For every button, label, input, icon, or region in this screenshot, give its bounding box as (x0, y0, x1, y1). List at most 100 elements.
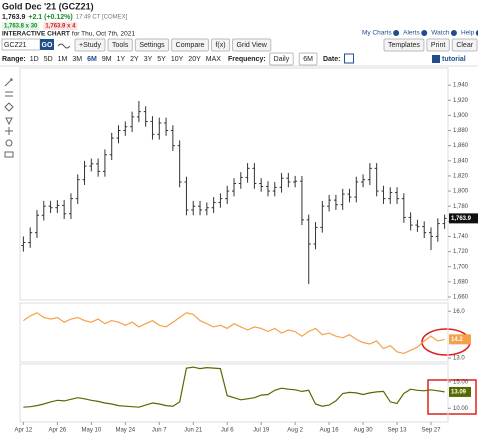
range-option[interactable]: 3M (72, 56, 82, 63)
y-tick-label: 1,700 (453, 264, 469, 270)
toolbar-button[interactable] (74, 38, 106, 52)
nav-icon[interactable] (450, 30, 457, 36)
last-price-box (449, 213, 478, 224)
toolbar-button-label[interactable]: f(x) (215, 42, 225, 49)
tool-icon[interactable] (5, 127, 13, 135)
tool-icon[interactable] (5, 139, 13, 147)
range-option[interactable]: 20Y (188, 56, 201, 63)
toolbar-button[interactable] (171, 38, 209, 52)
x-tick-label: Jul 6 (221, 428, 234, 434)
y-tick-label: 1,920 (453, 98, 469, 104)
y-tick-label: 1,860 (453, 143, 469, 149)
toolbar-button[interactable] (210, 38, 231, 52)
frequency-label: Frequency: (228, 56, 266, 63)
tutorial-icon[interactable] (432, 55, 440, 63)
last-value-box (449, 386, 471, 397)
calendar-button[interactable] (343, 53, 354, 64)
y-tick-label: 1,740 (453, 234, 469, 240)
nav-icon[interactable] (475, 30, 478, 36)
ask-box (43, 22, 78, 30)
range-option[interactable]: 3Y (144, 56, 153, 63)
nav-link[interactable]: Watch (431, 30, 450, 37)
toolbar-button[interactable] (107, 38, 133, 52)
x-tick-label: May 24 (115, 428, 135, 434)
nav-link[interactable]: Alerts (403, 30, 420, 37)
x-tick-label: Jul 19 (253, 428, 270, 434)
panel-frame (19, 363, 449, 423)
bid: 1,763.8 x 30 (4, 24, 38, 30)
chart-type-icon[interactable] (57, 43, 71, 49)
tool-icon[interactable] (4, 102, 14, 112)
date-label: Date: (323, 56, 341, 63)
go-label[interactable]: GO (42, 42, 53, 49)
toolbar-button-label[interactable]: Print (431, 42, 445, 49)
ask: 1,763.9 x 4 (45, 24, 76, 30)
symbol[interactable]: GCZ21 (4, 42, 27, 49)
indicator-line (23, 366, 445, 408)
range-option[interactable]: 1Y (117, 56, 126, 63)
range-option[interactable]: MAX (206, 56, 222, 63)
subtitle-label: INTERACTIVE CHART (2, 31, 70, 38)
y-tick-label: 1,880 (453, 128, 469, 134)
range-option[interactable]: 2Y (130, 56, 139, 63)
last-price-label: 1,763.9 (451, 216, 472, 222)
tool-icon[interactable] (4, 151, 14, 158)
highlight-box (427, 379, 477, 415)
range-option[interactable]: 9M (102, 56, 112, 63)
toolbar-button[interactable] (134, 38, 170, 52)
y-tick-label: 16.0 (453, 309, 465, 315)
y-tick-label: 1,820 (453, 173, 469, 179)
y-tick-label: 15.00 (453, 379, 469, 385)
range-option[interactable]: 1D (30, 56, 39, 63)
title: Gold Dec '21 (GCZ21) (2, 1, 94, 11)
y-tick-label: 1,940 (453, 83, 469, 89)
nav-link[interactable]: Help (461, 30, 475, 37)
range-option[interactable]: 5Y (157, 56, 166, 63)
range-option[interactable]: 6M (87, 56, 97, 63)
indicator-line (23, 312, 445, 355)
frequency-select[interactable] (269, 52, 294, 66)
range-option[interactable]: 1M (58, 56, 68, 63)
frequency-select-label[interactable]: Daily (274, 56, 290, 63)
toolbar-button-label[interactable]: +Study (79, 42, 101, 49)
tool-icon[interactable] (5, 91, 13, 97)
toolbar-button[interactable] (426, 38, 450, 52)
quote-time: 17:49 CT [COMEX] (76, 15, 128, 21)
range-label: Range: (2, 56, 26, 63)
y-tick-label: 1,800 (453, 189, 469, 195)
y-tick-label: 1,780 (453, 204, 469, 210)
y-tick-label: 1,900 (453, 113, 469, 119)
toolbar-button[interactable] (232, 38, 272, 52)
go-button[interactable] (40, 39, 54, 50)
toolbar-button-label[interactable]: Compare (176, 42, 205, 49)
toolbar-button-label[interactable]: Clear (456, 42, 473, 49)
toolbar-button-label[interactable]: Tools (112, 42, 129, 49)
last-value-label: 14.2 (451, 337, 463, 343)
toolbar-button-label[interactable]: Templates (388, 42, 420, 49)
tool-icon[interactable] (4, 78, 13, 87)
y-tick-label: 1,680 (453, 279, 469, 285)
y-tick-label: 1,720 (453, 249, 469, 255)
x-tick-label: Apr 12 (15, 428, 33, 434)
tool-icon[interactable] (5, 117, 13, 126)
period-select-label[interactable]: 6M (303, 56, 313, 63)
nav-icon[interactable] (393, 30, 400, 36)
nav-icon[interactable] (421, 30, 428, 36)
range-option[interactable]: 5D (44, 56, 53, 63)
drawing-tools (4, 78, 14, 158)
x-tick-label: Aug 16 (320, 428, 340, 434)
toolbar-button-label[interactable]: Settings (139, 42, 165, 49)
x-tick-label: Apr 26 (49, 428, 67, 434)
nav-link[interactable]: My Charts (362, 30, 392, 37)
price-change: +2.1 (+0.12%) (28, 14, 72, 21)
period-select[interactable] (298, 52, 318, 66)
toolbar-button-label[interactable]: Grid View (237, 42, 268, 49)
tutorial-link[interactable]: tutorial (442, 56, 466, 63)
y-tick-label: 13.0 (453, 356, 465, 362)
x-tick-label: Jun 7 (152, 428, 167, 434)
y-tick-label: 1,840 (453, 158, 469, 164)
toolbar-button[interactable] (451, 38, 478, 52)
toolbar-button[interactable] (383, 38, 425, 52)
range-option[interactable]: 10Y (171, 56, 184, 63)
x-tick-label: Sep 13 (388, 428, 408, 434)
